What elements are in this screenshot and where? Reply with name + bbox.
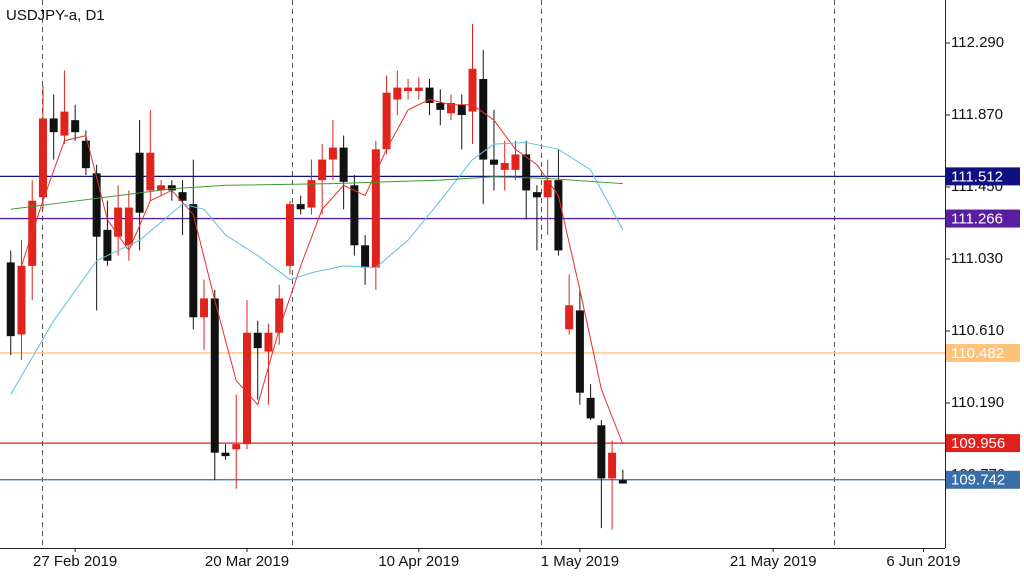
candle-body (146, 152, 155, 191)
candle-body (586, 397, 595, 419)
x-tick-label: 20 Mar 2019 (205, 553, 289, 570)
candle-body (393, 87, 402, 100)
candle-body (597, 425, 606, 479)
axes: 112.290111.870111.450111.030110.610110.1… (33, 34, 1005, 570)
moving-average (10, 176, 623, 210)
y-tick-label: 111.030 (951, 250, 1003, 267)
candle-body (253, 332, 262, 349)
candle-body (157, 185, 166, 191)
candle-body (532, 192, 541, 198)
candle-body (543, 180, 552, 198)
candle-body (103, 229, 112, 261)
candle-body (350, 185, 359, 246)
price-level-label: 109.742 (951, 472, 1005, 489)
y-tick-label: 110.610 (951, 322, 1004, 339)
candle-body (436, 103, 445, 110)
candle-body (425, 87, 434, 104)
candle-body (167, 185, 176, 191)
price-level-label: 110.482 (951, 345, 1004, 362)
candle-body (457, 104, 466, 116)
candle-body (307, 180, 316, 208)
candle-body (361, 245, 370, 268)
candle-body (565, 305, 574, 330)
moving-average (21, 99, 624, 445)
price-level-box (946, 434, 1020, 453)
candle-body (92, 173, 101, 237)
candle-body (468, 68, 477, 112)
price-level-label: 111.266 (951, 211, 1003, 228)
candle-body (414, 87, 423, 92)
candle-body (6, 262, 15, 337)
moving-average (10, 141, 624, 395)
y-tick-label: 112.290 (951, 34, 1004, 51)
candle-body (200, 298, 209, 318)
price-level-box (946, 167, 1020, 186)
x-tick-label: 1 May 2019 (541, 553, 619, 570)
candle-body (522, 154, 531, 191)
candle-body (489, 159, 498, 165)
x-tick-label: 21 May 2019 (730, 553, 817, 570)
candle-body (135, 152, 144, 213)
candle-body (49, 118, 58, 133)
candle-body (382, 92, 391, 150)
candle-body (608, 452, 617, 479)
candle-body (285, 204, 294, 266)
levels (0, 175, 945, 481)
candle-body (264, 332, 273, 352)
candle-body (511, 154, 520, 170)
candle-body (210, 298, 219, 453)
x-tick-label: 6 Jun 2019 (886, 553, 960, 570)
candle-body (17, 265, 26, 335)
candle-body (232, 444, 241, 450)
candle-body (242, 332, 251, 445)
candle-body (371, 149, 380, 268)
candle-body (554, 180, 563, 251)
candle-body (81, 140, 90, 169)
x-tick-label: 10 Apr 2019 (378, 553, 459, 570)
y-tick-label: 111.870 (951, 106, 1003, 123)
candle-body (114, 207, 123, 237)
candle-body (447, 103, 456, 114)
chart-title: USDJPY-a, D1 (6, 7, 105, 24)
candle-body (500, 163, 509, 170)
candle-body (296, 204, 305, 210)
candle-body (339, 147, 348, 182)
price-level-box (946, 209, 1020, 228)
candle-body (275, 298, 284, 333)
price-level-label: 111.512 (951, 168, 1003, 185)
candle-body (60, 111, 69, 136)
candle-body (38, 118, 47, 198)
candle-body (328, 147, 337, 160)
overlays (10, 99, 624, 445)
price-level-box (946, 343, 1020, 362)
candle-body (124, 207, 133, 246)
y-tick-label: 110.190 (951, 394, 1004, 411)
candle-body (189, 204, 198, 318)
candle-body (479, 79, 488, 160)
candle-body (618, 480, 627, 484)
candles (6, 24, 627, 530)
candle-body (221, 452, 230, 457)
candle-body (404, 87, 413, 92)
x-tick-label: 27 Feb 2019 (33, 553, 117, 570)
level-labels: 111.512 111.266 110.482 109.956 109.742 (946, 167, 1020, 489)
candle-body (71, 120, 80, 133)
candle-body (575, 310, 584, 393)
candle-body (318, 159, 327, 181)
price-level-label: 109.956 (951, 435, 1005, 452)
candle-body (178, 192, 187, 201)
price-level-box (946, 470, 1020, 489)
